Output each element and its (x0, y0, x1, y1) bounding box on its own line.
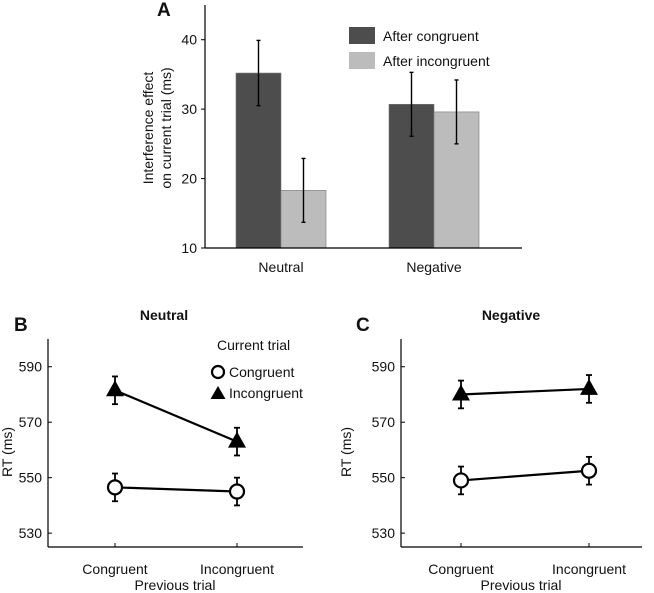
panel-a-ytick-label: 10 (181, 240, 197, 256)
legend-swatch-after-congruent (349, 27, 375, 44)
panel-c-ytick-label: 590 (372, 359, 396, 375)
panel-c-point-congruent (580, 462, 598, 479)
panel-c-point-incongruent (452, 384, 470, 401)
panel-letter-c: C (356, 315, 370, 336)
panel-c-ytick-label: 570 (372, 414, 396, 430)
panel-c-title: Negative (482, 307, 541, 323)
legend-swatch-after-incongruent (349, 52, 375, 69)
panel-a-ylabel-line2: on current trial (ms) (158, 67, 174, 188)
legend-label-after-congruent: After congruent (383, 28, 479, 44)
panel-c-xtick-label: Congruent (428, 561, 493, 577)
panel-b-ytick-label: 590 (19, 359, 43, 375)
panel-b-ylabel: RT (ms) (0, 427, 15, 477)
panel-b-point-incongruent (228, 431, 246, 448)
panel-a-ytick-label: 40 (181, 32, 197, 48)
panel-letter-a: A (157, 0, 171, 21)
panel-c-line-congruent (460, 469, 590, 482)
panel-c-ytick-label: 530 (372, 525, 396, 541)
panel-c-xlabel: Previous trial (481, 577, 562, 593)
panel-b: B Neutral RT (ms) Previous trial Current… (0, 307, 303, 593)
panel-b-legend-title: Current trial (217, 337, 290, 353)
panel-b-xlabel: Previous trial (135, 577, 216, 593)
panel-b-ytick-label: 530 (19, 525, 43, 541)
panel-b-xtick-label: Incongruent (200, 561, 274, 577)
panel-b-line-incongruent (114, 389, 238, 443)
panel-b-ytick-label: 570 (19, 414, 43, 430)
panel-c-point-incongruent (580, 378, 598, 395)
panel-a-ytick-label: 20 (181, 171, 197, 187)
panel-b-point-congruent (106, 479, 124, 496)
panel-a: A Interference effect on current trial (… (140, 0, 522, 275)
panel-b-point-incongruent (106, 380, 124, 397)
panel-c: C Negative RT (ms) Previous trial 530 550… (338, 307, 642, 593)
panel-b-legend: Congruent Incongruent (210, 364, 303, 401)
panel-b-line-congruent (114, 486, 238, 493)
panel-c-line-incongruent (460, 387, 590, 396)
legend-label-congruent: Congruent (229, 364, 294, 380)
panel-c-point-congruent (452, 472, 470, 489)
legend-marker-congruent (210, 364, 226, 380)
panel-b-point-congruent (228, 483, 246, 500)
panel-a-xtick-label: Negative (406, 259, 461, 275)
panel-a-ytick-label: 30 (181, 101, 197, 117)
panel-b-xtick-label: Congruent (82, 561, 147, 577)
panel-c-xtick-label: Incongruent (552, 561, 626, 577)
panel-c-ytick-label: 550 (372, 470, 396, 486)
legend-marker-incongruent (210, 386, 226, 399)
panel-a-ylabel-line1: Interference effect (140, 72, 156, 185)
legend-label-after-incongruent: After incongruent (383, 53, 490, 69)
panel-a-legend: After congruent After incongruent (349, 27, 490, 69)
panel-c-ylabel: RT (ms) (338, 427, 354, 477)
panel-b-ytick-label: 550 (19, 470, 43, 486)
panel-letter-b: B (14, 315, 28, 336)
panel-b-title: Neutral (140, 307, 188, 323)
panel-a-xtick-label: Neutral (258, 259, 303, 275)
legend-label-incongruent: Incongruent (229, 385, 303, 401)
